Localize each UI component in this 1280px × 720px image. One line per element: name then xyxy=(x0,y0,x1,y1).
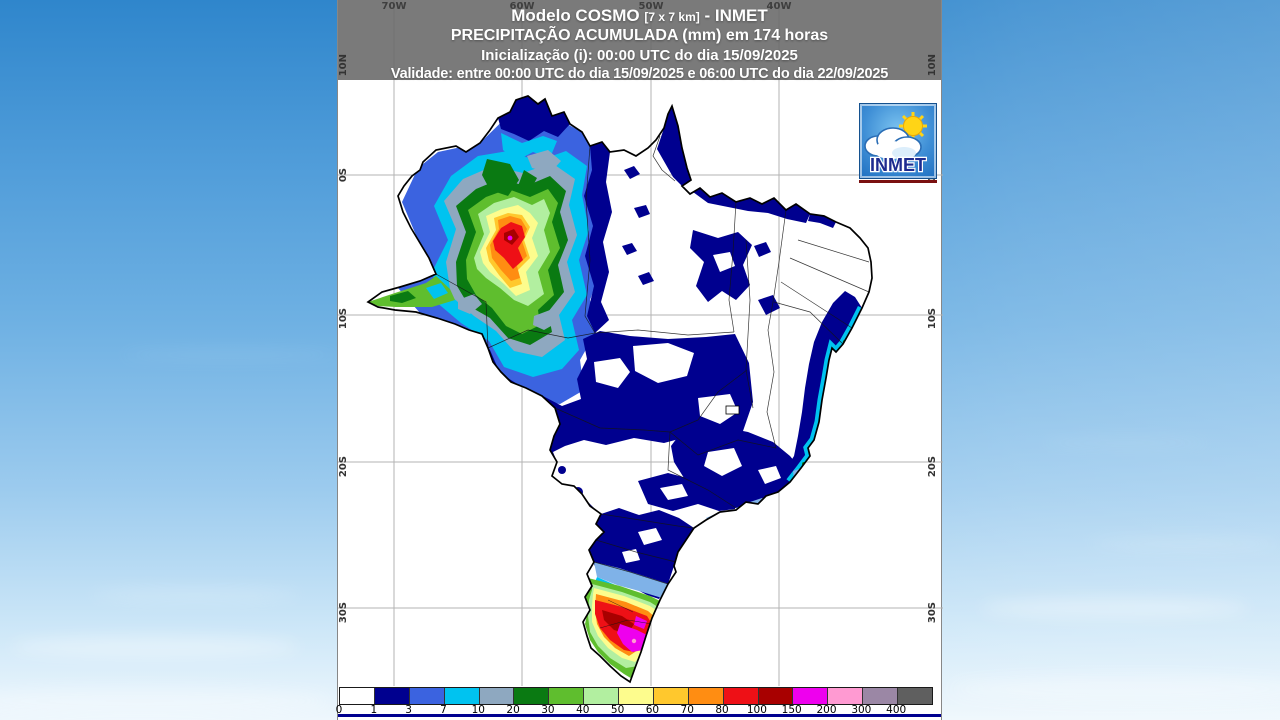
weather-map-panel: 70W 60W 50W 40W Modelo COSMO [7 x 7 km] - I… xyxy=(335,0,943,720)
colorbar-swatch xyxy=(653,688,689,704)
lat-label: 10N xyxy=(927,54,938,77)
colorbar-swatch xyxy=(863,688,898,704)
colorbar-tick: 20 xyxy=(506,704,520,716)
colorbar-swatch xyxy=(340,688,375,704)
model-resolution: [7 x 7 km] xyxy=(644,10,700,24)
colorbar-swatch xyxy=(409,688,445,704)
colorbar-swatch xyxy=(619,688,654,704)
colorbar-tick: 50 xyxy=(610,704,625,716)
latitude-labels-left: 10N 0S 10S 20S 30S xyxy=(338,0,351,720)
cloud-wisp xyxy=(950,676,1280,702)
state-borders xyxy=(435,135,870,629)
title-line-2: PRECIPITAÇÃO ACUMULADA (mm) em 174 horas xyxy=(450,27,829,44)
brazil-outline xyxy=(366,95,873,684)
title-block: 70W 60W 50W 40W Modelo COSMO [7 x 7 km] - I… xyxy=(338,0,941,82)
cloud-wisp xyxy=(1040,438,1210,448)
colorbar-tick: 0 xyxy=(335,704,343,716)
colorbar-swatch xyxy=(758,688,794,704)
logo-text: INMET xyxy=(870,155,926,175)
colorbar-tick: 1 xyxy=(370,704,378,716)
colorbar-swatch xyxy=(444,688,480,704)
colorbar-swatch xyxy=(374,688,410,704)
cloud-wisp xyxy=(980,598,1250,618)
colorbar-swatch xyxy=(688,688,724,704)
lat-label: 20S xyxy=(927,456,938,478)
precipitation-layers xyxy=(368,96,870,682)
precipitation-map xyxy=(338,0,943,686)
lat-label: 10S xyxy=(338,308,349,330)
colorbar-tick: 300 xyxy=(851,704,872,716)
colorbar-swatch xyxy=(793,688,829,704)
lon-label: 60W xyxy=(509,1,535,12)
bottom-border-line xyxy=(338,714,941,717)
lat-label: 10N xyxy=(338,54,349,77)
colorbar-tick: 150 xyxy=(781,704,802,716)
longitude-labels: 70W 60W 50W 40W xyxy=(338,0,941,14)
colorbar-swatch xyxy=(828,688,864,704)
model-agency: - INMET xyxy=(704,6,768,25)
lat-label: 30S xyxy=(338,602,349,624)
precipitation-colorbar xyxy=(339,687,933,705)
colorbar-tick-labels: 0 1 3 7 10 20 30 40 50 60 70 80 100 150 200 300 400 xyxy=(335,704,939,716)
colorbar-swatch xyxy=(723,688,759,704)
df-marker xyxy=(725,405,740,415)
colorbar-tick: 400 xyxy=(886,704,907,716)
colorbar-tick: 30 xyxy=(541,704,555,716)
colorbar-tick: 40 xyxy=(576,704,590,716)
title-line-3: Inicialização (i): 00:00 UTC do dia 15/0… xyxy=(481,47,798,64)
colorbar-swatch xyxy=(549,688,585,704)
colorbar-tick: 60 xyxy=(645,704,660,716)
colorbar-tick: 7 xyxy=(440,704,447,716)
cloud-wisp xyxy=(10,636,300,658)
title-line-4: Validade: entre 00:00 UTC do dia 15/09/2… xyxy=(390,66,889,82)
cloud-icon xyxy=(864,127,922,159)
logo-underline xyxy=(859,180,937,183)
lat-label: 10S xyxy=(927,308,938,330)
cloud-wisp xyxy=(0,688,330,714)
colorbar-swatch xyxy=(514,688,550,704)
lat-label: 0S xyxy=(338,168,349,183)
colorbar-tick: 200 xyxy=(816,704,837,716)
cloud-wisp xyxy=(1090,538,1280,550)
lon-label: 50W xyxy=(638,1,664,12)
inmet-logo: INMET xyxy=(859,103,937,179)
lat-label: 30S xyxy=(927,602,938,624)
lat-label: 20S xyxy=(338,456,349,478)
lon-label: 40W xyxy=(766,1,792,12)
colorbar-swatch xyxy=(479,688,515,704)
title-line-1: Modelo COSMO [7 x 7 km] - INMET xyxy=(338,0,941,24)
colorbar-tick: 10 xyxy=(471,704,485,716)
model-name: Modelo COSMO xyxy=(511,6,640,25)
colorbar-swatch xyxy=(898,688,932,704)
cloud-wisp xyxy=(90,588,300,602)
colorbar-swatch xyxy=(584,688,619,704)
colorbar-tick: 3 xyxy=(405,704,412,716)
cloud-wisp xyxy=(120,350,340,360)
colorbar-tick: 70 xyxy=(680,704,694,716)
lon-label: 70W xyxy=(381,1,407,12)
colorbar-tick: 100 xyxy=(746,704,767,716)
colorbar-tick: 80 xyxy=(715,704,729,716)
